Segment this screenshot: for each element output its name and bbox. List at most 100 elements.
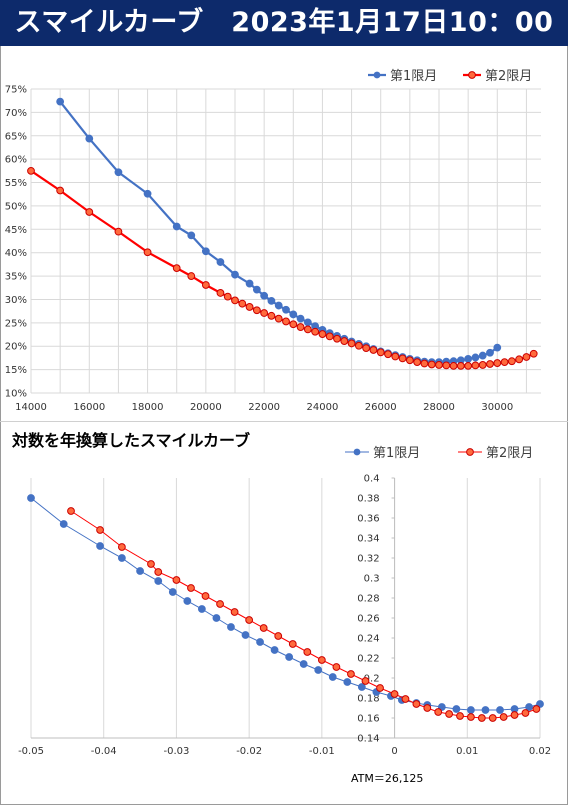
series1-point bbox=[274, 301, 283, 310]
series2-point bbox=[464, 361, 473, 370]
series1-point bbox=[197, 605, 206, 613]
series1-point bbox=[270, 646, 279, 654]
x-tick-label: 30000 bbox=[481, 402, 513, 413]
series2-point bbox=[361, 677, 370, 685]
series2-point bbox=[456, 712, 464, 720]
x-tick-label: -0.01 bbox=[309, 746, 335, 757]
y-tick-label: 0.38 bbox=[357, 494, 379, 505]
series2-point bbox=[318, 330, 327, 338]
series2-point bbox=[412, 700, 421, 708]
series2-point bbox=[435, 361, 443, 369]
y-tick-label: 0.14 bbox=[357, 734, 379, 745]
series1-point bbox=[343, 678, 352, 686]
series1-point bbox=[216, 258, 225, 266]
series2-point bbox=[216, 600, 224, 608]
legend-swatch-marker bbox=[466, 448, 474, 456]
y-tick-label: 0.28 bbox=[357, 594, 379, 605]
series1-point bbox=[241, 631, 250, 639]
series2-point bbox=[405, 356, 414, 365]
series2-point bbox=[467, 713, 475, 721]
x-tick-label: 28000 bbox=[423, 402, 455, 413]
y-tick-label: 0.32 bbox=[357, 554, 379, 565]
y-tick-label: 35% bbox=[5, 272, 27, 283]
series2-point bbox=[274, 314, 283, 323]
y-tick-label: 20% bbox=[5, 342, 27, 353]
series1-point bbox=[471, 353, 480, 362]
series1-point bbox=[496, 706, 504, 714]
series2-point bbox=[27, 166, 35, 175]
series1-point bbox=[183, 597, 192, 605]
series2-point bbox=[515, 355, 524, 364]
series2-point bbox=[478, 361, 487, 369]
legend-label: 第1限月 bbox=[373, 446, 420, 461]
y-tick-label: 50% bbox=[5, 201, 27, 212]
series2-point bbox=[274, 632, 283, 640]
series2-point bbox=[500, 358, 509, 367]
series1-point bbox=[478, 351, 487, 360]
series1-point bbox=[285, 653, 294, 661]
series2-point bbox=[486, 360, 494, 368]
series1-point bbox=[143, 189, 152, 198]
series1-point bbox=[493, 343, 502, 352]
series1-point bbox=[136, 567, 144, 575]
x-tick-label: 22000 bbox=[248, 402, 280, 413]
y-tick-label: 25% bbox=[5, 318, 27, 329]
series1-point bbox=[452, 705, 461, 713]
series2-point bbox=[522, 353, 531, 361]
series1-point bbox=[117, 554, 126, 562]
series1-point bbox=[464, 354, 473, 363]
series2-point bbox=[332, 663, 341, 671]
series2-point bbox=[154, 568, 163, 576]
y-tick-label: 55% bbox=[5, 178, 27, 189]
series1-point bbox=[481, 706, 490, 714]
series2-point bbox=[201, 592, 210, 600]
series2-point bbox=[340, 337, 349, 345]
series2-point bbox=[172, 264, 181, 273]
series2-point bbox=[245, 303, 254, 311]
x-tick-label: -0.02 bbox=[236, 746, 262, 757]
chart2-title: 対数を年換算したスマイルカーブ bbox=[12, 431, 251, 450]
series1-point bbox=[289, 310, 298, 319]
series1-point bbox=[256, 638, 264, 646]
series1-point bbox=[59, 520, 68, 528]
y-tick-label: 0.24 bbox=[357, 634, 379, 645]
legend-swatch-marker bbox=[373, 71, 381, 79]
x-tick-label: 0 bbox=[391, 746, 397, 757]
series2-point bbox=[449, 361, 458, 370]
x-tick-label: 18000 bbox=[132, 402, 164, 413]
series1-point bbox=[154, 577, 163, 585]
x-tick-label: 0.02 bbox=[529, 746, 551, 757]
x-tick-label: 20000 bbox=[190, 402, 222, 413]
x-tick-label: 26000 bbox=[365, 402, 397, 413]
series2-point bbox=[376, 684, 384, 692]
x-tick-label: -0.04 bbox=[91, 746, 117, 757]
series2-point bbox=[477, 714, 486, 722]
series2-point bbox=[420, 359, 429, 368]
y-tick-label: 0.34 bbox=[357, 534, 379, 545]
series2-point bbox=[434, 708, 443, 716]
y-tick-label: 0.22 bbox=[357, 654, 379, 665]
y-tick-label: 40% bbox=[5, 248, 27, 259]
y-tick-label: 10% bbox=[5, 389, 27, 400]
series1-point bbox=[525, 703, 533, 711]
series2-point bbox=[442, 361, 451, 370]
series2-point bbox=[493, 359, 502, 367]
series1-point bbox=[282, 305, 290, 314]
series2-point bbox=[510, 711, 519, 719]
series2-point bbox=[260, 309, 269, 317]
series2-point bbox=[471, 361, 480, 370]
series1-point bbox=[114, 168, 123, 177]
series2-point bbox=[423, 704, 432, 712]
series2-point bbox=[398, 354, 407, 363]
y-tick-label: 0.26 bbox=[357, 614, 379, 625]
y-tick-label: 65% bbox=[5, 131, 27, 142]
legend-label: 第2限月 bbox=[485, 69, 532, 84]
series-line-2 bbox=[70, 510, 537, 719]
series2-point bbox=[223, 292, 232, 301]
page-title: スマイルカーブ 2023年1月17日10：00 bbox=[0, 0, 568, 46]
series2-point bbox=[67, 507, 75, 515]
series2-point bbox=[369, 346, 378, 354]
series2-point bbox=[362, 344, 371, 353]
series-line-1 bbox=[30, 497, 541, 711]
